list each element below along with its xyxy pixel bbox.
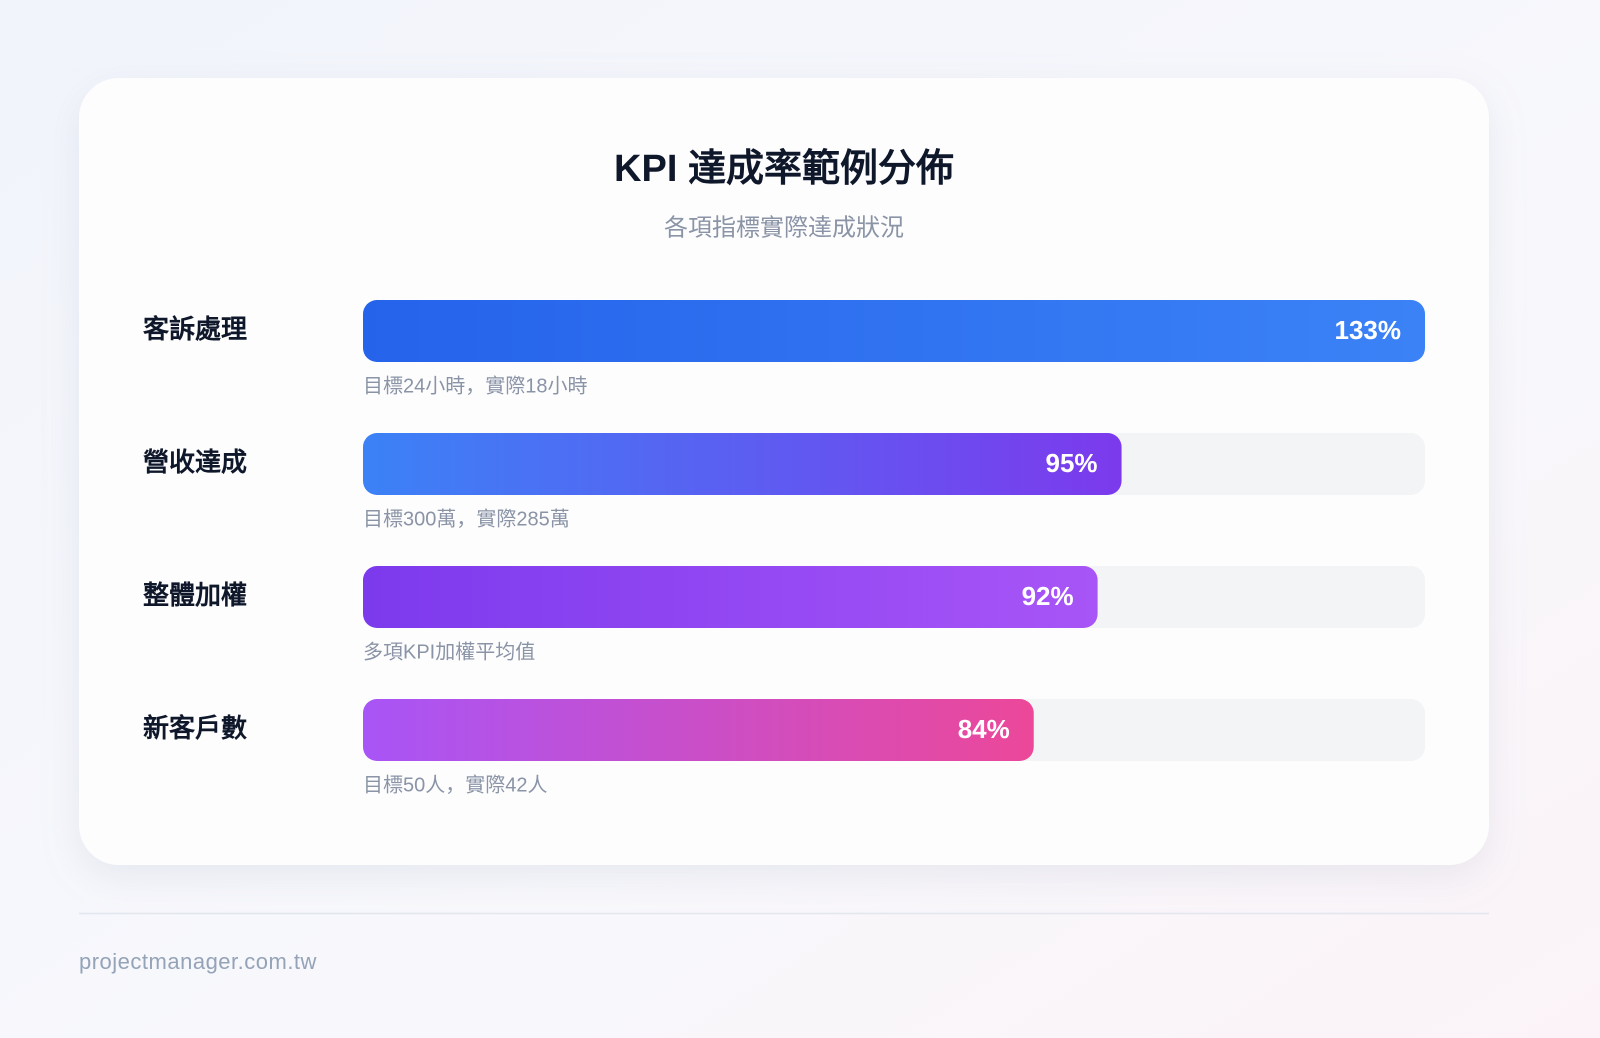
- chart-subtitle: 各項指標實際達成狀況: [664, 214, 904, 241]
- footer: projectmanager.com.tw: [79, 949, 317, 974]
- bar: [363, 699, 1034, 761]
- bar-note: 目標50人，實際42人: [363, 773, 548, 796]
- bar-note: 目標24小時，實際18小時: [363, 374, 588, 397]
- category-label: 營收達成: [143, 447, 247, 477]
- value-label: 84%: [958, 714, 1010, 744]
- value-label: 92%: [1022, 581, 1074, 611]
- value-label: 95%: [1046, 448, 1098, 478]
- category-label: 新客戶數: [143, 713, 247, 743]
- value-label: 133%: [1335, 315, 1402, 345]
- bar-note: 目標300萬，實際285萬: [363, 507, 570, 530]
- bar-note: 多項KPI加權平均值: [363, 640, 535, 663]
- bar: [363, 300, 1425, 362]
- category-label: 整體加權: [143, 580, 247, 610]
- bar: [363, 566, 1098, 628]
- chart-title: KPI 達成率範例分佈: [614, 148, 954, 190]
- category-label: 客訴處理: [143, 314, 247, 344]
- bar: [363, 433, 1122, 495]
